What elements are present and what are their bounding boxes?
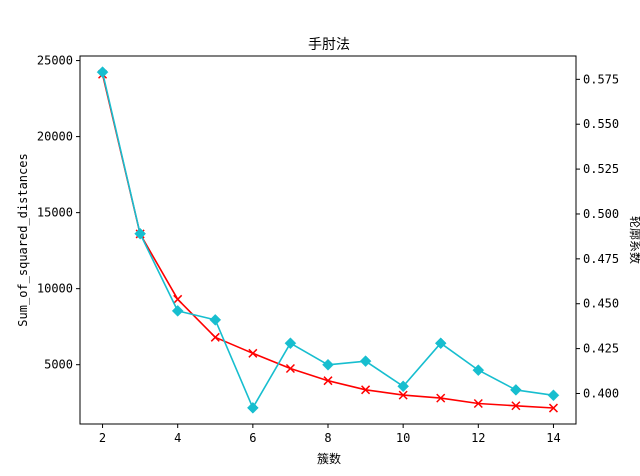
data-point-diamond-marker (209, 314, 222, 326)
data-point-x-marker (548, 403, 558, 413)
x-tick-label: 8 (324, 431, 331, 445)
series-line-right (101, 72, 554, 409)
data-point-diamond-marker (434, 337, 447, 350)
x-tick-label: 12 (471, 431, 485, 445)
data-point-diamond-marker (397, 380, 410, 393)
left-y-axis-ticks: 5000 10000 15000 20000 25000 (37, 54, 80, 372)
series-right-axis (96, 66, 560, 414)
x-tick-label: 10 (396, 431, 410, 445)
left-y-tick-label: 5000 (44, 358, 73, 372)
right-y-axis-label: 轮廓系数 (628, 216, 640, 264)
right-y-tick-label: 0.400 (583, 386, 619, 400)
data-point-x-marker (210, 332, 220, 342)
right-y-tick-label: 0.500 (583, 207, 619, 221)
data-point-diamond-marker (246, 401, 259, 414)
right-y-tick-label: 0.575 (583, 72, 619, 86)
right-y-tick-label: 0.475 (583, 252, 619, 266)
x-axis-ticks: 2 4 6 8 10 12 14 (99, 424, 561, 445)
data-point-diamond-marker (472, 364, 485, 376)
data-point-diamond-marker (322, 358, 334, 371)
data-point-x-marker (511, 401, 521, 411)
left-y-tick-label: 25000 (37, 54, 73, 68)
right-y-tick-label: 0.450 (583, 297, 619, 311)
data-point-diamond-marker (359, 355, 372, 368)
x-tick-label: 6 (249, 431, 256, 445)
series-line-left (101, 74, 554, 409)
data-point-diamond-marker (96, 66, 109, 79)
x-tick-label: 14 (546, 431, 560, 445)
x-axis-label: 簇数 (317, 451, 341, 466)
data-point-x-marker (436, 393, 446, 403)
series-layer (96, 66, 560, 414)
right-y-tick-label: 0.525 (583, 162, 619, 176)
data-point-x-marker (285, 363, 295, 374)
left-y-tick-label: 15000 (37, 206, 73, 220)
chart-title: 手肘法 (308, 37, 350, 53)
data-point-x-marker (473, 398, 483, 409)
data-point-x-marker (398, 390, 408, 400)
data-point-x-marker (323, 376, 333, 386)
data-point-diamond-marker (171, 305, 184, 317)
data-point-diamond-marker (284, 337, 297, 350)
right-y-tick-label: 0.550 (583, 117, 619, 131)
right-y-tick-label: 0.425 (583, 342, 619, 356)
data-point-x-marker (248, 348, 258, 358)
data-point-x-marker (173, 294, 183, 304)
left-y-axis-label: Sum_of_squared_distances (16, 153, 30, 326)
left-y-tick-label: 10000 (37, 282, 73, 296)
data-point-diamond-marker (510, 384, 522, 396)
x-tick-label: 4 (174, 431, 181, 445)
data-point-diamond-marker (547, 389, 560, 402)
data-point-diamond-marker (134, 227, 146, 240)
data-point-x-marker (361, 385, 371, 395)
left-y-tick-label: 20000 (37, 130, 73, 144)
right-y-axis-ticks: 0.400 0.425 0.450 0.475 0.500 0.525 0.550 0.575 (576, 72, 619, 400)
x-tick-label: 2 (99, 431, 106, 445)
